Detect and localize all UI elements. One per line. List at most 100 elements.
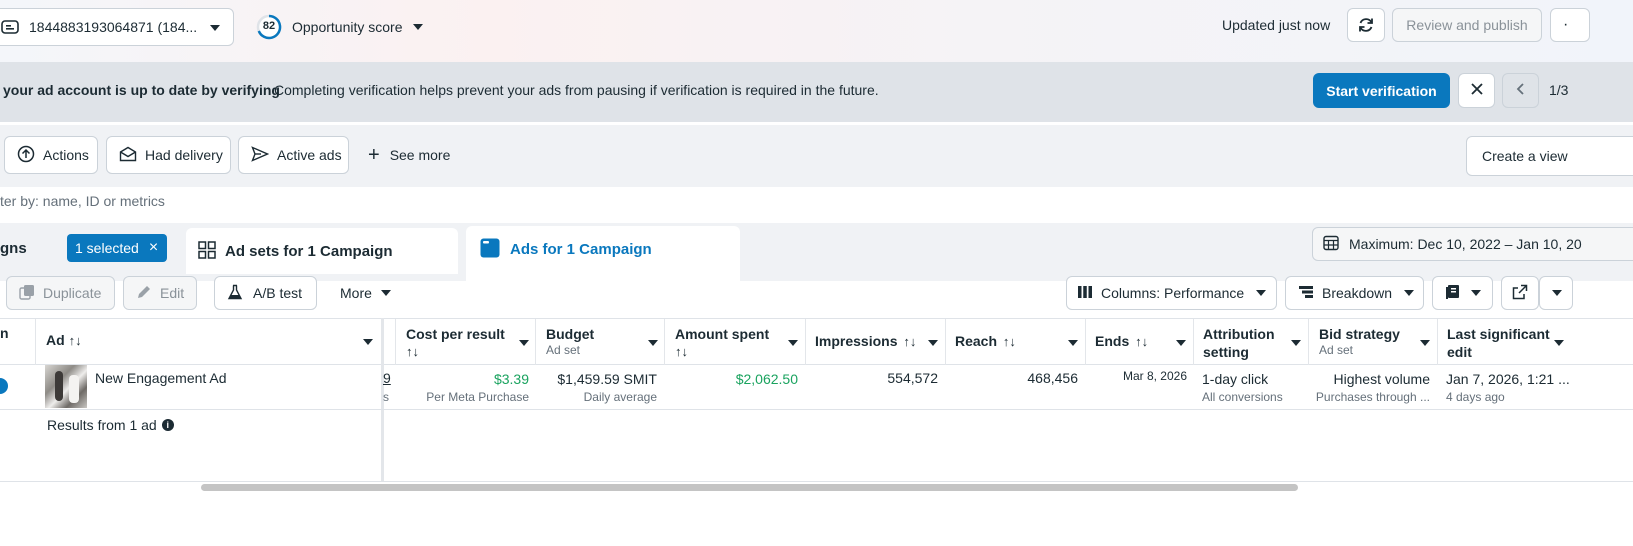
sort-icon: ↑↓ [675,344,688,359]
tab-campaigns[interactable]: gns [0,240,27,257]
bid-strategy-sub: Ad set [1319,343,1354,357]
had-delivery-button[interactable]: Had delivery [106,136,231,174]
level-tabs: gns 1 selected × Ad sets for 1 Campaign … [0,223,1633,281]
impressions-value: 554,572 [887,370,938,386]
see-more-button[interactable]: + See more [368,145,450,165]
chevron-down-icon [648,340,658,346]
columns-label: Columns: Performance [1101,285,1245,301]
amount-spent-cell: $2,062.50 [666,370,798,388]
chevron-down-icon[interactable] [363,339,373,345]
horizontal-scrollbar[interactable] [201,484,1298,491]
account-selector[interactable]: 1844883193064871 (184... [0,8,234,46]
score-value: 82 [262,20,276,32]
ad-name[interactable]: New Engagement Ad [95,370,227,386]
chevron-down-icon [519,340,529,346]
edit-button[interactable]: Edit [123,276,197,310]
bid-strategy-cell: Highest volume Purchases through ... [1310,370,1430,406]
search-input[interactable]: ter by: name, ID or metrics [0,193,165,209]
toggle-switch[interactable] [0,378,8,394]
column-header-ad-label: Ad [46,332,65,348]
review-publish-button[interactable]: Review and publish [1392,8,1542,42]
column-header-ad[interactable]: Ad ↑↓ [46,332,82,348]
selected-chip-label: 1 selected [75,240,139,256]
columns-button[interactable]: Columns: Performance [1066,276,1277,310]
score-ring-icon: 82 [256,14,282,40]
thumbnail-figure [69,375,79,403]
more-export-button[interactable] [1539,276,1573,310]
amount-spent-value: $2,062.50 [735,371,798,387]
banner-title: your ad account is up to date by verifyi… [3,82,280,98]
sort-icon: ↑↓ [1002,334,1016,349]
reports-button[interactable] [1432,276,1493,310]
attribution-value: 1-day click [1202,371,1269,387]
send-icon [251,145,270,165]
breakdown-button[interactable]: Breakdown [1285,276,1424,310]
column-header-budget[interactable]: Budget Ad set [536,319,665,365]
budget-sub-value: Daily average [583,390,657,404]
actions-button[interactable]: Actions [4,136,98,174]
actions-label: Actions [43,147,89,163]
more-dots-icon: · [1563,16,1569,33]
selected-chip[interactable]: 1 selected × [67,234,167,262]
bid-strategy-value: Highest volume [1333,371,1431,387]
tab-ad-sets[interactable]: Ad sets for 1 Campaign [186,228,458,274]
refresh-button[interactable] [1347,8,1385,42]
results-footer-label: Results from 1 ad [47,417,157,433]
cost-per-result-cell: $3.39 Per Meta Purchase [396,370,529,406]
search-bar[interactable]: ter by: name, ID or metrics [0,187,1633,223]
verification-banner: your ad account is up to date by verifyi… [0,62,1633,122]
last-edit-label-1: Last significant [1447,326,1550,342]
export-button[interactable] [1501,276,1539,310]
budget-value: $1,459.59 SMIT [557,371,657,387]
close-banner-button[interactable] [1458,73,1495,108]
column-header-bid-strategy[interactable]: Bid strategy Ad set [1309,319,1438,365]
results-sub: s [383,390,389,404]
pencil-icon [136,284,152,303]
date-range-label: Maximum: Dec 10, 2022 – Jan 10, 20 [1349,236,1582,252]
ab-test-button[interactable]: A/B test [214,276,317,310]
reach-cell: 468,456 [947,370,1078,386]
create-view-button[interactable]: Create a view [1466,136,1633,176]
reports-icon [1445,284,1461,303]
table-row[interactable] [0,365,1633,410]
tab-ad-sets-label: Ad sets for 1 Campaign [225,242,393,260]
cost-per-result-value: $3.39 [493,371,529,387]
ends-value: Mar 8, 2026 [1122,369,1187,383]
chevron-down-icon [928,340,938,346]
active-ads-button[interactable]: Active ads [238,136,349,174]
info-icon[interactable]: i [161,419,174,431]
budget-sub: Ad set [546,343,581,357]
column-header-reach[interactable]: Reach ↑↓ [946,319,1086,365]
more-options-button[interactable]: · [1550,8,1590,42]
budget-label: Budget [546,326,595,342]
close-icon[interactable]: × [148,239,159,256]
column-header-ends[interactable]: Ends ↑↓ [1086,319,1194,365]
cost-per-result-sub: Per Meta Purchase [426,390,529,404]
start-verification-button[interactable]: Start verification [1313,73,1450,108]
date-range-button[interactable]: Maximum: Dec 10, 2022 – Jan 10, 20 [1312,227,1633,261]
edit-label: Edit [160,285,185,301]
opportunity-score[interactable]: 82 Opportunity score [256,12,423,42]
column-header-impressions[interactable]: Impressions ↑↓ [806,319,946,365]
banner-message: Completing verification helps prevent yo… [274,82,879,98]
column-header-attribution[interactable]: Attribution setting [1194,319,1309,365]
banner-prev-button[interactable] [1502,73,1539,108]
results-value: 9 [383,370,391,386]
column-header-cost-per-result[interactable]: Cost per result ↑↓ [395,319,536,365]
more-button[interactable]: More [340,285,391,301]
duplicate-button[interactable]: Duplicate [6,276,115,310]
chevron-down-icon [1404,290,1415,296]
last-edit-cell: Jan 7, 2026, 1:21 ... 4 days ago [1446,370,1570,406]
column-header-amount-spent[interactable]: Amount spent ↑↓ [665,319,806,365]
active-ads-label: Active ads [277,147,342,163]
tab-ads[interactable]: Ads for 1 Campaign [466,226,740,281]
chevron-down-icon [1291,340,1301,346]
create-view-label: Create a view [1482,148,1568,164]
attribution-cell: 1-day click All conversions [1202,370,1283,406]
reach-label: Reach [955,333,998,349]
ad-icon [480,238,500,261]
top-bar: 1844883193064871 (184... 82 Opportunity … [0,0,1633,62]
chevron-down-icon [210,25,220,31]
reach-value: 468,456 [1027,370,1078,386]
column-header-last-edit[interactable]: Last significant edit [1438,319,1633,365]
